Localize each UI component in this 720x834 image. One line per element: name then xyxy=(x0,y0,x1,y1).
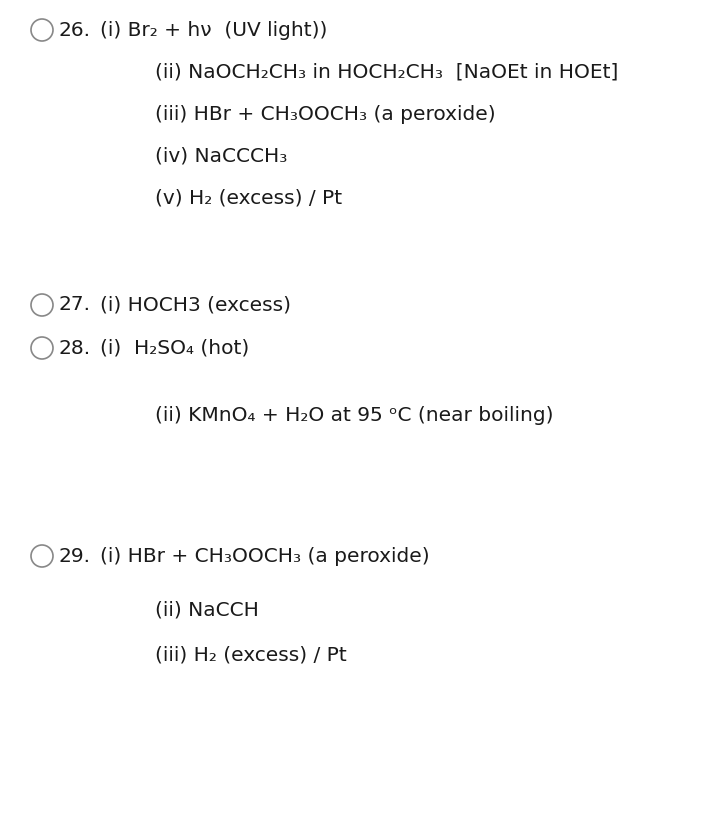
Text: (v) H₂ (excess) / Pt: (v) H₂ (excess) / Pt xyxy=(155,188,342,208)
Text: (ii) KMnO₄ + H₂O at 95 ᵒC (near boiling): (ii) KMnO₄ + H₂O at 95 ᵒC (near boiling) xyxy=(155,405,554,425)
Text: (i)  H₂SO₄ (hot): (i) H₂SO₄ (hot) xyxy=(100,339,249,358)
Text: (i) Br₂ + hν  (UV light)): (i) Br₂ + hν (UV light)) xyxy=(100,21,328,39)
Text: (iii) H₂ (excess) / Pt: (iii) H₂ (excess) / Pt xyxy=(155,646,347,665)
Text: (iv) NaCCCH₃: (iv) NaCCCH₃ xyxy=(155,147,287,165)
Text: (i) HBr + CH₃OOCH₃ (a peroxide): (i) HBr + CH₃OOCH₃ (a peroxide) xyxy=(100,546,430,565)
Text: (ii) NaCCH: (ii) NaCCH xyxy=(155,600,259,620)
Text: (ii) NaOCH₂CH₃ in HOCH₂CH₃  [NaOEt in HOEt]: (ii) NaOCH₂CH₃ in HOCH₂CH₃ [NaOEt in HOE… xyxy=(155,63,618,82)
Text: 29.: 29. xyxy=(58,546,90,565)
Text: 28.: 28. xyxy=(58,339,90,358)
Text: 26.: 26. xyxy=(58,21,90,39)
Text: (i) HOCH3 (excess): (i) HOCH3 (excess) xyxy=(100,295,291,314)
Text: (iii) HBr + CH₃OOCH₃ (a peroxide): (iii) HBr + CH₃OOCH₃ (a peroxide) xyxy=(155,104,495,123)
Text: 27.: 27. xyxy=(58,295,90,314)
